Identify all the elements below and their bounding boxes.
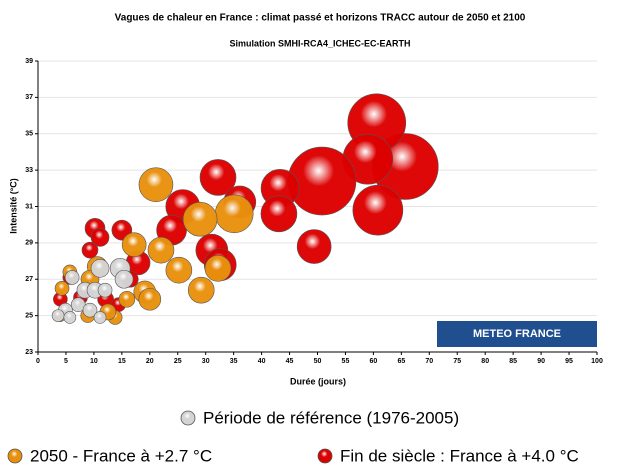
y-tick-label: 35: [25, 131, 33, 138]
x-tick-label: 55: [342, 358, 350, 365]
x-tick-label: 20: [146, 358, 154, 365]
bubble: [182, 201, 218, 237]
bubble: [90, 228, 110, 247]
chart-subtitle: Simulation SMHI-RCA4_ICHEC-EC-EARTH: [229, 38, 410, 48]
bubble: [296, 229, 332, 264]
x-tick-label: 5: [64, 358, 68, 365]
x-tick-label: 25: [174, 358, 182, 365]
bubble: [97, 282, 113, 298]
x-tick-label: 90: [537, 358, 545, 365]
bubble: [93, 311, 107, 324]
bubble: [287, 146, 357, 216]
bubble: [121, 232, 147, 257]
y-tick-label: 39: [25, 58, 33, 65]
x-tick-label: 85: [509, 358, 517, 365]
y-tick-label: 37: [25, 94, 33, 101]
x-tick-label: 100: [591, 358, 603, 365]
x-tick-label: 30: [202, 358, 210, 365]
x-tick-label: 45: [286, 358, 294, 365]
x-tick-label: 95: [565, 358, 573, 365]
y-axis-label: Intensité (°C): [8, 178, 18, 234]
bubble: [63, 311, 77, 324]
bubble: [352, 184, 404, 236]
x-tick-label: 35: [230, 358, 238, 365]
legend-label: Période de référence (1976-2005): [203, 408, 459, 427]
bubble: [147, 236, 175, 264]
x-tick-label: 80: [481, 358, 489, 365]
chart-title: Vagues de chaleur en France : climat pas…: [115, 13, 526, 24]
y-tick-label: 23: [25, 349, 33, 356]
bubble: [138, 287, 162, 311]
watermark: METEO FRANCE: [473, 328, 561, 340]
legend-label: 2050 - France à +2.7 °C: [30, 446, 212, 465]
bubble: [204, 255, 232, 282]
bubble: [51, 309, 65, 322]
x-tick-label: 65: [397, 358, 405, 365]
bubble: [260, 195, 298, 233]
bubble: [199, 159, 237, 196]
watermark-box: [437, 321, 597, 347]
x-tick-label: 60: [370, 358, 378, 365]
bubble: [138, 167, 174, 202]
y-tick-label: 27: [25, 276, 33, 283]
x-tick-label: 0: [36, 358, 40, 365]
x-tick-label: 10: [90, 358, 98, 365]
bubble: [64, 270, 80, 285]
y-tick-label: 31: [25, 203, 33, 210]
legend-swatch: [317, 448, 333, 464]
bubble: [118, 290, 136, 308]
bubble: [114, 269, 134, 289]
y-tick-label: 33: [25, 167, 33, 174]
y-tick-label: 25: [25, 312, 33, 319]
legend-swatch: [180, 410, 196, 426]
x-tick-label: 70: [425, 358, 433, 365]
x-axis-label: Durée (jours): [290, 376, 346, 386]
bubble: [90, 259, 110, 278]
x-tick-label: 75: [453, 358, 461, 365]
bubble: [187, 276, 215, 304]
legend-label: Fin de siècle : France à +4.0 °C: [340, 446, 579, 465]
bubble: [165, 256, 193, 284]
x-tick-label: 15: [118, 358, 126, 365]
bubble: [82, 302, 98, 318]
bubble: [54, 281, 70, 296]
x-tick-label: 40: [258, 358, 266, 365]
legend-swatch: [7, 448, 23, 464]
x-tick-label: 50: [314, 358, 322, 365]
bubble: [81, 241, 99, 259]
bubble: [214, 194, 254, 234]
y-tick-label: 29: [25, 240, 33, 247]
